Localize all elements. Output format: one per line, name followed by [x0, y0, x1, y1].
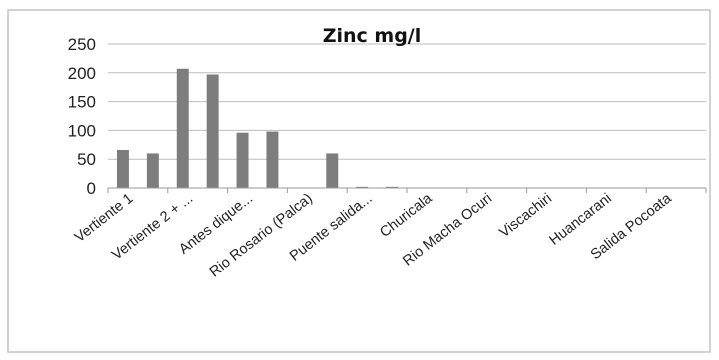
bar: [386, 186, 399, 188]
bar: [356, 186, 369, 188]
y-tick-label: 250: [68, 35, 96, 54]
x-axis: [107, 187, 707, 193]
chart-frame: [7, 9, 711, 353]
bar: [326, 153, 339, 188]
bar: [176, 68, 189, 188]
y-tick-label: 0: [87, 179, 96, 198]
bar: [266, 131, 279, 188]
bar: [206, 74, 219, 188]
y-tick-label: 100: [68, 121, 96, 140]
y-axis-ticks: 0 50 100 150 200 250: [68, 35, 96, 198]
y-tick-label: 200: [68, 64, 96, 83]
y-tick-label: 50: [77, 150, 96, 169]
bar: [116, 149, 129, 188]
y-tick-label: 150: [68, 93, 96, 112]
chart-title: Zinc mg/l: [323, 25, 422, 47]
bar: [236, 132, 249, 188]
bars: [116, 68, 399, 188]
bar: [146, 153, 159, 188]
